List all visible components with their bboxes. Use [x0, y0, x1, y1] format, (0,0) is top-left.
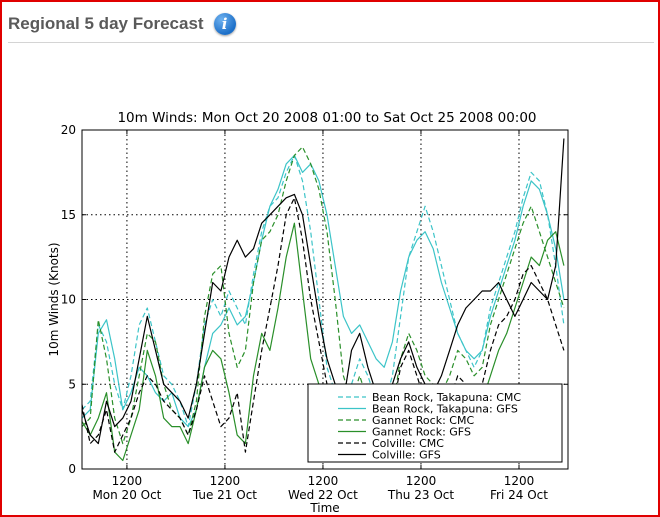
x-day-label: Fri 24 Oct [490, 488, 548, 502]
series-line-2 [81, 154, 565, 428]
legend-label: Gannet Rock: CMC [372, 414, 474, 427]
x-day-label: Wed 22 Oct [288, 488, 358, 502]
panel-title: Regional 5 day Forecast [8, 14, 204, 33]
x-tick-label: 1200 [210, 474, 241, 488]
info-icon[interactable]: i [213, 13, 236, 35]
legend-label: Gannet Rock: GFS [372, 426, 471, 439]
x-day-label: Tue 21 Oct [192, 488, 257, 502]
x-day-label: Thu 23 Oct [387, 488, 454, 502]
y-tick-label: 0 [68, 462, 76, 476]
series-line-6 [81, 138, 565, 445]
header-divider [8, 42, 654, 43]
x-tick-label: 1200 [308, 474, 339, 488]
legend-label: Colville: CMC [372, 437, 444, 450]
x-tick-label: 1200 [406, 474, 437, 488]
y-tick-label: 20 [61, 123, 76, 137]
series-line-3 [81, 146, 565, 445]
legend-label: Colville: GFS [372, 449, 441, 462]
x-day-label: Mon 20 Oct [92, 488, 161, 502]
series-line-1 [81, 154, 565, 428]
x-axis-label: Time [309, 501, 339, 515]
legend-label: Bean Rock, Takapuna: GFS [372, 403, 518, 416]
y-axis-label: 10m Winds (Knots) [47, 242, 61, 356]
chart-title: 10m Winds: Mon Oct 20 2008 01:00 to Sat … [117, 110, 536, 126]
y-tick-label: 5 [68, 377, 76, 391]
y-tick-label: 10 [61, 293, 76, 307]
panel-header: Regional 5 day Forecast i [8, 10, 236, 38]
x-tick-label: 1200 [112, 474, 143, 488]
x-tick-label: 1200 [504, 474, 535, 488]
legend-label: Bean Rock, Takapuna: CMC [372, 391, 521, 404]
series-line-5 [81, 197, 565, 453]
y-tick-label: 15 [61, 208, 76, 222]
